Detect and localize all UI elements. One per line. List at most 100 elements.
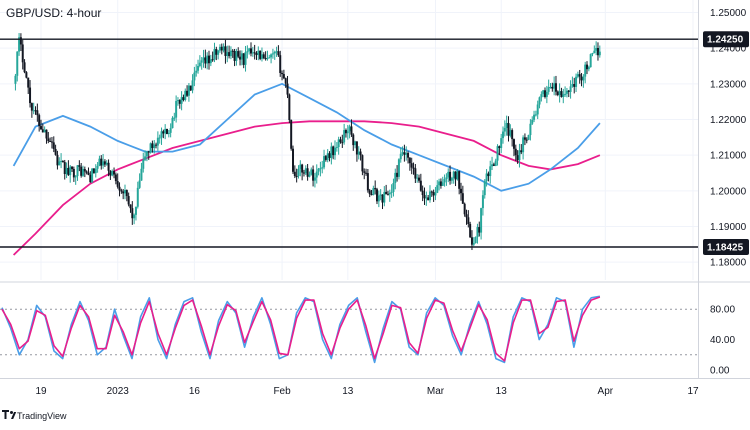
candle-body — [487, 173, 490, 177]
candle-body — [554, 83, 557, 92]
candle-body — [242, 53, 245, 65]
candle-body — [571, 84, 574, 87]
candle-body — [562, 94, 565, 97]
candle — [511, 128, 514, 147]
candle — [292, 145, 295, 174]
candle — [233, 48, 236, 67]
candle-body — [354, 141, 357, 146]
candle-body — [408, 157, 411, 164]
candle-body — [63, 162, 66, 175]
candle — [463, 202, 466, 217]
candle-body — [251, 52, 254, 54]
candle — [264, 51, 267, 61]
candle-body — [111, 171, 114, 176]
moving-average-line — [12, 82, 601, 192]
oscillator-tick-label: 80.00 — [710, 305, 735, 316]
candle-body — [288, 94, 291, 121]
candle — [377, 190, 380, 208]
candle — [85, 170, 88, 175]
level-labels: 1.24250 1.18425 — [703, 31, 749, 256]
candle-body — [213, 49, 216, 60]
candle — [138, 173, 141, 189]
candle — [140, 162, 143, 181]
candle — [271, 48, 274, 59]
candle-body — [485, 173, 488, 182]
candle — [315, 164, 318, 184]
oscillator-pane — [0, 295, 698, 364]
candle-body — [147, 151, 150, 153]
candle — [522, 135, 525, 160]
candle-body — [414, 168, 417, 179]
candle-body — [299, 164, 302, 169]
candle — [290, 119, 293, 151]
candle — [109, 170, 112, 180]
candle-body — [556, 91, 559, 95]
candle — [428, 185, 431, 203]
candle-body — [178, 100, 181, 104]
candle-body — [565, 90, 568, 94]
candle-body — [156, 137, 159, 146]
candle-body — [587, 67, 590, 70]
candle — [405, 146, 408, 161]
candle-body — [326, 153, 329, 160]
candle-body — [478, 227, 481, 233]
candle — [595, 41, 598, 56]
candle — [149, 142, 152, 154]
candle-body — [428, 191, 431, 201]
candle — [567, 89, 570, 98]
candle-body — [397, 159, 400, 177]
candle — [180, 91, 183, 111]
candle — [352, 133, 355, 151]
candle-body — [103, 161, 106, 165]
candle — [527, 134, 530, 141]
candle-body — [23, 62, 26, 73]
candle — [206, 52, 209, 70]
candle-body — [396, 172, 399, 177]
candle — [310, 167, 313, 176]
candle — [105, 160, 108, 166]
price-tick-label: 1.25000 — [710, 8, 747, 19]
candle — [418, 174, 421, 183]
candle — [80, 162, 83, 178]
candle-body — [67, 167, 70, 176]
candle — [432, 189, 435, 202]
candle-body — [151, 143, 154, 149]
candle-body — [304, 168, 307, 174]
candle — [445, 173, 448, 186]
candle — [244, 45, 247, 72]
candle — [332, 145, 335, 160]
candle — [259, 50, 262, 61]
candle-body — [569, 86, 572, 92]
candle — [576, 71, 579, 79]
candle-body — [343, 130, 346, 143]
price-tick-label: 1.19000 — [710, 222, 747, 233]
candle — [596, 42, 599, 61]
candle — [491, 156, 494, 171]
candle-body — [127, 196, 130, 205]
candle — [580, 73, 583, 87]
candle-body — [366, 173, 369, 191]
candle-body — [425, 197, 428, 199]
candle — [36, 103, 39, 122]
candle — [103, 159, 106, 167]
candle — [29, 80, 32, 108]
candle — [425, 191, 428, 206]
candle-body — [124, 190, 127, 194]
candle — [538, 96, 541, 109]
candle — [379, 189, 382, 201]
candle — [374, 180, 377, 195]
candle-body — [461, 193, 464, 204]
candle-body — [248, 48, 251, 52]
candle — [434, 186, 437, 201]
candle-body — [122, 191, 125, 194]
candle-body — [423, 195, 426, 199]
candle — [288, 93, 291, 124]
candle — [533, 110, 536, 123]
candle — [534, 110, 537, 117]
candle — [58, 157, 61, 166]
candle-body — [282, 74, 285, 79]
candle-body — [259, 50, 262, 59]
candle — [220, 43, 223, 55]
candle-body — [25, 72, 28, 78]
